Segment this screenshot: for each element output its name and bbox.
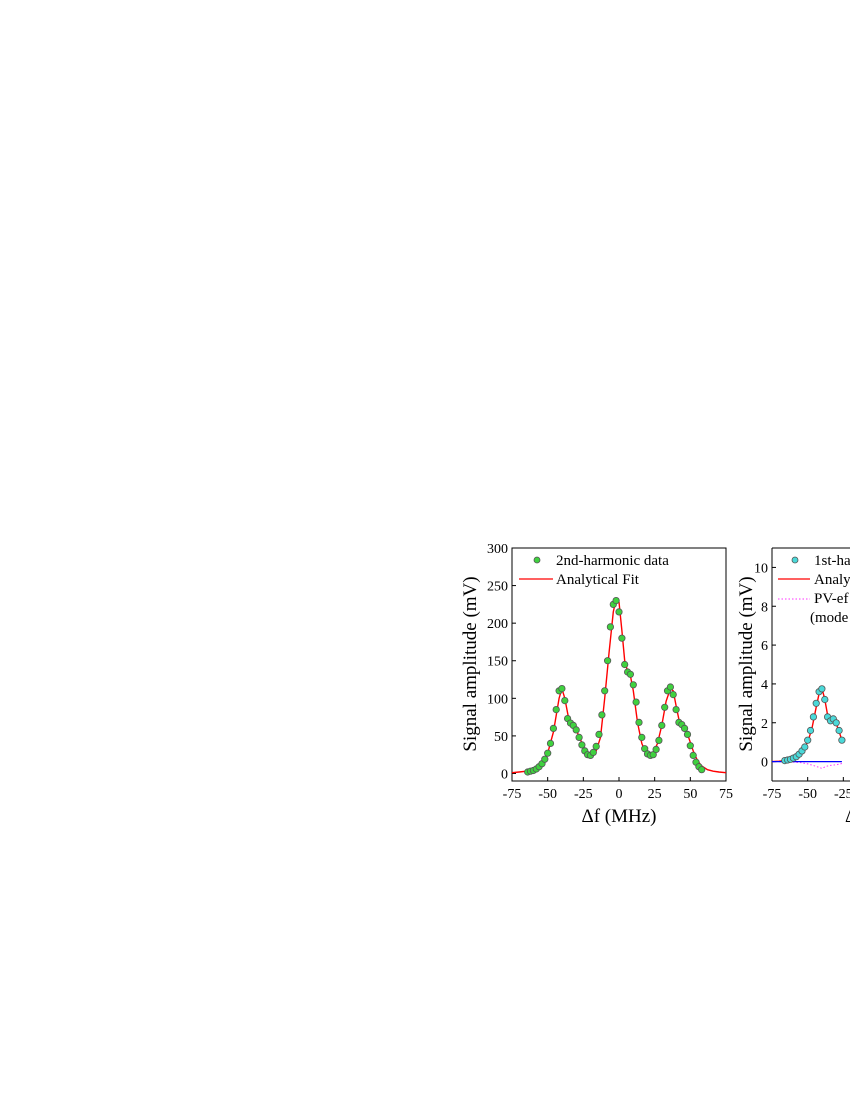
right-fit-line — [771, 685, 843, 763]
left-data-point — [572, 726, 580, 734]
left-data-point — [632, 698, 640, 706]
left-x-tick-label: 75 — [719, 787, 733, 802]
left-chart: 0 50 100 150 200 250 300 -75 -50 -25 0 25 50 75 Sign… — [460, 542, 733, 827]
right-legend-label-pv: PV-ef — [814, 591, 848, 607]
right-legend-label-pv-cont: (mode — [810, 610, 849, 626]
right-data-point — [804, 736, 812, 744]
left-x-tick-label: -25 — [574, 787, 593, 802]
right-data-point — [835, 726, 843, 735]
left-data-point — [661, 703, 669, 711]
left-data-point — [698, 766, 706, 774]
right-legend-label-fit: Analy — [814, 572, 850, 588]
right-legend-label-data: 1st-ha — [814, 553, 850, 569]
right-y-tick-label: 8 — [761, 600, 768, 615]
left-data-point — [686, 742, 694, 750]
right-y-tick-label: 4 — [761, 678, 768, 693]
left-data-point — [601, 687, 609, 695]
left-data-point — [680, 724, 689, 733]
right-y-tick-label: 10 — [754, 561, 768, 576]
right-x-axis-label-fragment: Δ — [845, 806, 850, 827]
left-data-point — [689, 751, 697, 760]
right-data-point — [801, 743, 809, 751]
left-data-point — [618, 634, 626, 642]
left-legend-label-data: 2nd-harmonic data — [556, 553, 669, 569]
right-y-ticks: 0 2 4 6 8 10 — [754, 561, 776, 771]
right-y-tick-label: 6 — [761, 639, 768, 654]
left-y-tick-label: 0 — [501, 767, 508, 782]
left-data-point — [595, 730, 603, 739]
left-data-point — [598, 711, 606, 719]
left-data-point — [621, 660, 629, 669]
left-data-point — [603, 657, 612, 665]
left-plot-area — [511, 596, 727, 776]
right-data-point — [818, 685, 826, 693]
right-x-tick-label: -75 — [763, 787, 782, 802]
right-y-tick-label: 2 — [761, 717, 768, 732]
left-y-axis-label: Signal amplitude (mV) — [460, 576, 481, 751]
left-data-point — [615, 608, 623, 616]
right-legend: 1st-ha Analy PV-ef (mode — [778, 553, 850, 626]
left-y-tick-label: 300 — [487, 542, 508, 557]
right-x-tick-label: -25 — [834, 787, 850, 802]
left-data-point — [683, 730, 692, 739]
left-y-ticks: 0 50 100 150 200 250 300 — [487, 542, 516, 782]
right-x-tick-label: -50 — [798, 787, 817, 802]
left-legend-label-fit: Analytical Fit — [556, 572, 640, 588]
right-plot-area — [771, 685, 846, 769]
left-y-tick-label: 250 — [487, 580, 508, 595]
right-data-point — [806, 726, 815, 735]
left-data-point — [658, 721, 666, 730]
left-data-point — [561, 696, 569, 705]
left-data-point — [635, 718, 643, 727]
left-data-point — [578, 741, 586, 749]
left-data-point — [575, 733, 583, 742]
left-x-tick-label: 25 — [648, 787, 662, 802]
left-data-point — [638, 733, 646, 742]
right-data-point — [832, 719, 840, 727]
left-data-point — [629, 681, 637, 689]
right-x-ticks: -75 -50 -25 — [763, 777, 850, 802]
left-data-point — [552, 705, 560, 714]
left-data-point — [672, 705, 680, 714]
left-x-tick-label: 50 — [683, 787, 697, 802]
left-data-point — [652, 745, 660, 754]
right-y-axis-label: Signal amplitude (mV) — [736, 576, 757, 751]
right-legend-marker-data — [791, 556, 799, 564]
left-data-point — [612, 596, 620, 605]
left-data-point — [544, 749, 552, 757]
left-y-tick-label: 50 — [494, 730, 508, 745]
left-data-point — [669, 690, 677, 699]
left-data-point — [592, 742, 600, 751]
left-y-tick-label: 100 — [487, 692, 508, 707]
right-pv-line — [772, 761, 843, 769]
left-legend-marker-data — [533, 556, 541, 564]
left-x-tick-label: -50 — [538, 787, 557, 802]
left-data-point — [666, 683, 675, 691]
right-data-point — [838, 736, 846, 744]
left-data-point — [655, 736, 663, 745]
right-y-tick-label: 0 — [761, 756, 768, 771]
right-data-point — [812, 699, 820, 707]
left-data-point — [549, 724, 558, 733]
left-data-point — [558, 684, 566, 693]
left-legend: 2nd-harmonic data Analytical Fit — [519, 553, 669, 588]
right-data-point — [809, 713, 818, 721]
left-fit-line — [511, 597, 727, 774]
left-x-ticks: -75 -50 -25 0 25 50 75 — [503, 777, 733, 802]
left-data-point — [606, 623, 615, 631]
left-x-axis-label: Δf (MHz) — [582, 806, 657, 827]
left-data-point — [626, 670, 635, 678]
left-data-point — [546, 739, 555, 748]
left-data-point — [541, 755, 549, 763]
left-data-point — [589, 748, 597, 757]
right-data-point — [821, 695, 829, 704]
left-x-tick-label: -75 — [503, 787, 522, 802]
left-y-tick-label: 150 — [487, 655, 508, 670]
left-y-tick-label: 200 — [487, 617, 508, 632]
left-x-tick-label: 0 — [616, 787, 623, 802]
